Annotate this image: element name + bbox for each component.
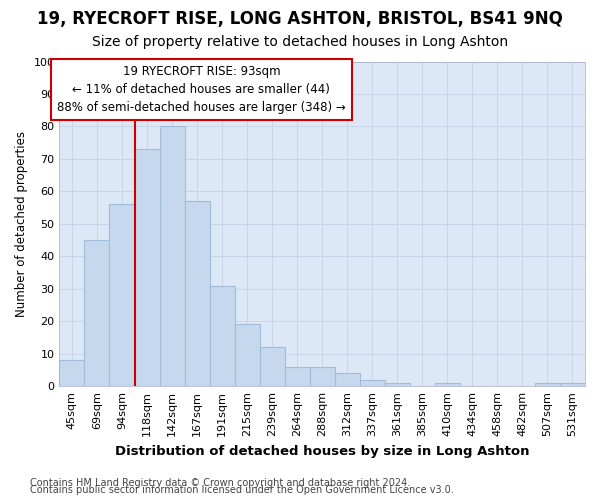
Bar	[360, 380, 385, 386]
Bar	[235, 324, 260, 386]
Bar	[310, 366, 335, 386]
Y-axis label: Number of detached properties: Number of detached properties	[15, 131, 28, 317]
Bar	[535, 383, 560, 386]
Bar	[109, 204, 134, 386]
Bar	[435, 383, 460, 386]
Bar	[59, 360, 85, 386]
Bar	[185, 201, 209, 386]
Bar	[160, 126, 185, 386]
Text: Contains public sector information licensed under the Open Government Licence v3: Contains public sector information licen…	[30, 485, 454, 495]
Bar	[560, 383, 585, 386]
Bar	[134, 149, 160, 386]
Bar	[260, 347, 284, 386]
Text: 19 RYECROFT RISE: 93sqm
← 11% of detached houses are smaller (44)
88% of semi-de: 19 RYECROFT RISE: 93sqm ← 11% of detache…	[57, 64, 346, 114]
Bar	[209, 286, 235, 386]
X-axis label: Distribution of detached houses by size in Long Ashton: Distribution of detached houses by size …	[115, 444, 529, 458]
Text: 19, RYECROFT RISE, LONG ASHTON, BRISTOL, BS41 9NQ: 19, RYECROFT RISE, LONG ASHTON, BRISTOL,…	[37, 10, 563, 28]
Text: Size of property relative to detached houses in Long Ashton: Size of property relative to detached ho…	[92, 35, 508, 49]
Bar	[85, 240, 109, 386]
Bar	[284, 366, 310, 386]
Bar	[335, 373, 360, 386]
Text: Contains HM Land Registry data © Crown copyright and database right 2024.: Contains HM Land Registry data © Crown c…	[30, 478, 410, 488]
Bar	[385, 383, 410, 386]
